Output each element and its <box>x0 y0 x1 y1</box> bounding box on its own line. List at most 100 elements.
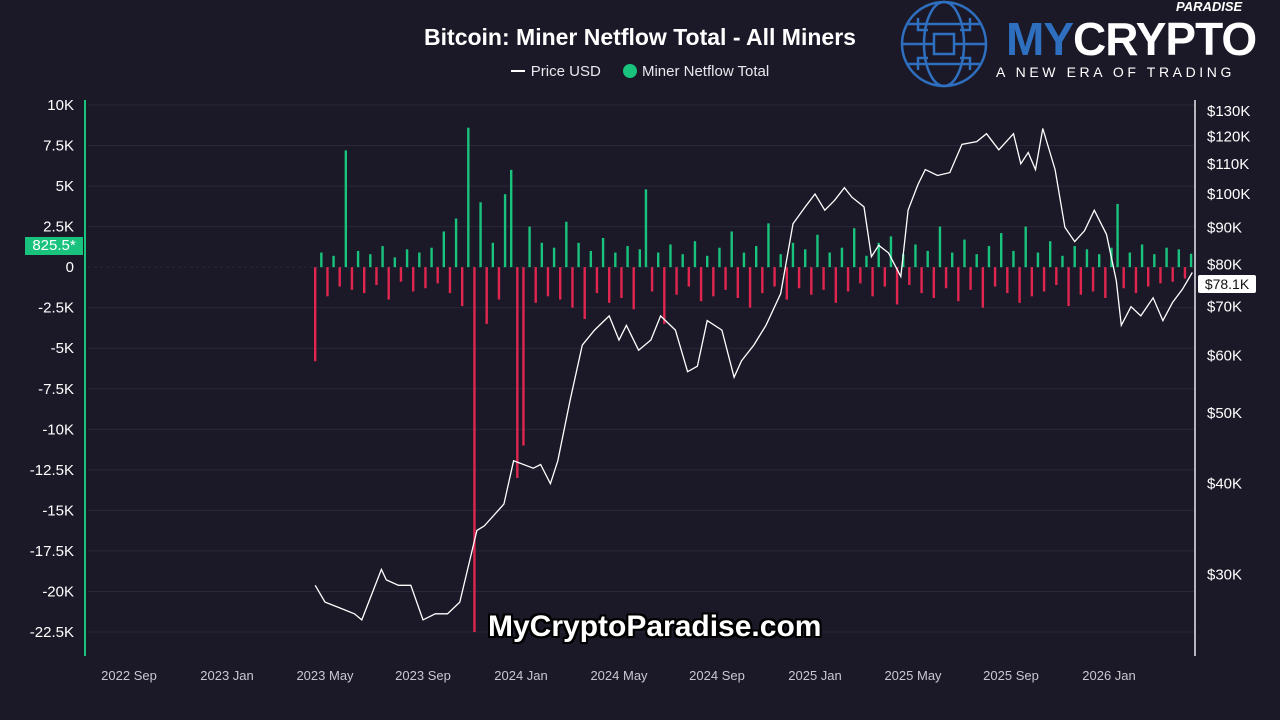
logo-subtitle: PARADISE <box>1176 0 1243 14</box>
netflow-bar <box>810 267 813 295</box>
current-netflow-tag: 825.5* <box>25 237 83 255</box>
netflow-bar <box>724 267 727 290</box>
netflow-bar <box>405 249 409 268</box>
x-tick-label: 2024 Sep <box>689 668 745 683</box>
left-tick-label: -2.5K <box>38 300 74 317</box>
netflow-bar <box>1012 250 1015 268</box>
netflow-bar <box>1165 247 1168 268</box>
netflow-bar <box>418 252 421 268</box>
netflow-bar <box>381 246 384 268</box>
netflow-bar <box>1183 267 1187 279</box>
netflow-bar <box>632 267 635 310</box>
netflow-bar <box>840 247 844 268</box>
netflow-bar <box>571 267 574 308</box>
chart-title: Bitcoin: Miner Netflow Total - All Miner… <box>424 24 856 50</box>
netflow-bar <box>1104 267 1107 298</box>
right-tick-label: $70K <box>1207 299 1242 316</box>
right-tick-label: $90K <box>1207 219 1242 236</box>
netflow-bar <box>479 202 482 268</box>
right-tick-label: $30K <box>1207 567 1242 584</box>
netflow-bar <box>1024 226 1027 268</box>
netflow-bar <box>975 254 978 268</box>
netflow-bar <box>559 267 562 300</box>
netflow-bar <box>626 246 629 268</box>
netflow-bar <box>1122 267 1125 289</box>
netflow-bar <box>767 223 770 268</box>
netflow-bar <box>516 267 519 478</box>
netflow-bar <box>314 267 317 362</box>
netflow-bar <box>963 239 966 268</box>
netflow-bar <box>1006 267 1009 294</box>
netflow-bar <box>1000 233 1003 268</box>
netflow-bar <box>1036 252 1040 268</box>
netflow-bar <box>657 252 660 268</box>
netflow-bar <box>1177 249 1181 268</box>
netflow-bar <box>620 267 623 298</box>
netflow-bar <box>356 250 360 268</box>
netflow-bar <box>871 267 874 297</box>
x-tick-label: 2025 Sep <box>983 668 1039 683</box>
x-tick-label: 2024 May <box>590 668 648 683</box>
netflow-bar <box>528 226 531 268</box>
netflow-bar <box>914 244 917 268</box>
netflow-bar <box>834 267 838 303</box>
netflow-bar <box>436 267 439 284</box>
netflow-bar <box>1042 267 1046 292</box>
x-tick-label: 2023 Sep <box>395 668 451 683</box>
legend-price-marker <box>510 70 525 73</box>
netflow-bar <box>675 267 678 295</box>
left-tick-label: -17.5K <box>30 543 74 560</box>
netflow-bar <box>461 267 464 307</box>
netflow-bar <box>828 252 831 268</box>
netflow-bar <box>614 252 617 268</box>
netflow-bar <box>706 255 709 268</box>
netflow-bar <box>669 244 672 268</box>
netflow-bar <box>522 267 525 446</box>
left-tick-label: 0 <box>66 259 74 276</box>
netflow-bar <box>1091 267 1095 292</box>
right-tick-label: $100K <box>1207 186 1250 203</box>
netflow-bar <box>895 267 899 305</box>
x-tick-label: 2022 Sep <box>101 668 157 683</box>
netflow-bar <box>853 228 856 268</box>
netflow-bar <box>577 242 580 268</box>
left-tick-label: -7.5K <box>38 381 74 398</box>
netflow-bar <box>865 255 868 268</box>
netflow-bar <box>1116 203 1119 268</box>
x-tick-label: 2025 Jan <box>788 668 842 683</box>
netflow-bar <box>681 254 684 268</box>
netflow-bar <box>889 236 893 268</box>
netflow-bar <box>993 267 997 287</box>
netflow-bar <box>877 242 880 268</box>
logo-tagline: A NEW ERA OF TRADING <box>996 64 1235 80</box>
netflow-bar <box>736 267 740 298</box>
netflow-bar <box>1067 267 1070 307</box>
x-tick-label: 2024 Jan <box>494 668 548 683</box>
netflow-bar <box>546 267 550 297</box>
netflow-bar <box>981 267 985 308</box>
netflow-bar <box>1153 254 1156 268</box>
netflow-bar <box>534 267 537 303</box>
netflow-bar <box>424 267 427 289</box>
netflow-bar <box>583 267 586 320</box>
netflow-bar <box>491 242 495 268</box>
netflow-bar <box>608 267 611 303</box>
netflow-bar <box>1049 241 1052 268</box>
netflow-bar <box>1189 253 1193 268</box>
logo-brand-my: MY <box>1006 13 1074 65</box>
netflow-bar <box>718 247 721 268</box>
right-tick-label: $80K <box>1207 257 1242 274</box>
legend: Price USD Miner Netflow Total <box>440 62 840 80</box>
left-tick-label: 2.5K <box>43 219 74 236</box>
netflow-bar <box>969 267 972 290</box>
netflow-bar <box>908 267 911 285</box>
right-tick-label: $40K <box>1207 476 1242 493</box>
netflow-bar <box>589 250 593 268</box>
netflow-bar <box>326 267 329 297</box>
netflow-bar <box>595 267 599 294</box>
legend-price-label[interactable]: Price USD <box>530 62 601 80</box>
netflow-bar <box>791 242 795 268</box>
legend-netflow-label[interactable]: Miner Netflow Total <box>641 62 770 80</box>
netflow-bar <box>693 241 697 268</box>
netflow-bar <box>687 267 691 287</box>
